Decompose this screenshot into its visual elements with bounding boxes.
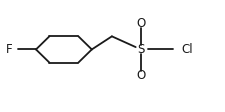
Text: S: S [137,43,144,56]
Text: Cl: Cl [180,43,192,56]
Text: O: O [136,17,145,30]
Text: F: F [6,43,13,56]
Text: O: O [136,69,145,82]
